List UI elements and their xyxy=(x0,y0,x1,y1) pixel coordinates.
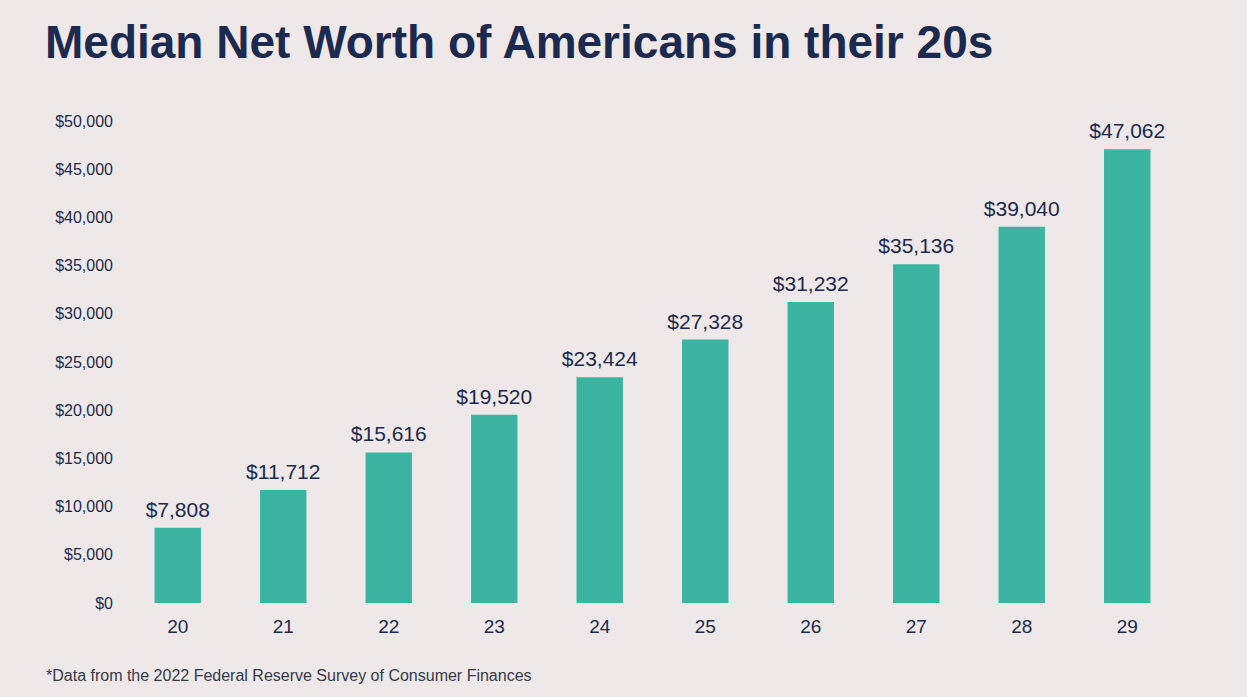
svg-text:25: 25 xyxy=(695,616,716,637)
svg-text:26: 26 xyxy=(800,616,821,637)
svg-text:$50,000: $50,000 xyxy=(55,113,113,130)
svg-text:$31,232: $31,232 xyxy=(773,272,849,295)
svg-text:27: 27 xyxy=(906,616,927,637)
svg-text:22: 22 xyxy=(378,616,399,637)
svg-text:$25,000: $25,000 xyxy=(55,354,113,371)
svg-text:$15,616: $15,616 xyxy=(351,422,427,445)
svg-text:20: 20 xyxy=(167,616,188,637)
svg-text:$35,136: $35,136 xyxy=(878,234,954,257)
svg-text:$10,000: $10,000 xyxy=(55,498,113,515)
svg-text:Median Net Worth of Americans: Median Net Worth of Americans in their 2… xyxy=(45,16,993,68)
svg-text:*Data from the 2022 Federal Re: *Data from the 2022 Federal Reserve Surv… xyxy=(46,667,532,684)
svg-text:$20,000: $20,000 xyxy=(55,402,113,419)
svg-text:$7,808: $7,808 xyxy=(146,498,210,521)
svg-text:$19,520: $19,520 xyxy=(456,385,532,408)
svg-text:$11,712: $11,712 xyxy=(246,460,320,483)
svg-text:23: 23 xyxy=(484,616,505,637)
svg-text:$27,328: $27,328 xyxy=(667,310,743,333)
svg-text:$5,000: $5,000 xyxy=(64,546,113,563)
svg-text:29: 29 xyxy=(1117,616,1138,637)
svg-text:$0: $0 xyxy=(95,595,113,612)
svg-text:$23,424: $23,424 xyxy=(562,347,638,370)
svg-text:24: 24 xyxy=(589,616,611,637)
svg-text:$45,000: $45,000 xyxy=(55,161,113,178)
svg-text:$35,000: $35,000 xyxy=(55,257,113,274)
svg-text:$15,000: $15,000 xyxy=(55,450,113,467)
svg-text:28: 28 xyxy=(1011,616,1032,637)
svg-text:$40,000: $40,000 xyxy=(55,209,113,226)
svg-text:$47,062: $47,062 xyxy=(1089,119,1165,142)
svg-text:21: 21 xyxy=(273,616,294,637)
svg-text:$39,040: $39,040 xyxy=(984,197,1060,220)
svg-text:$30,000: $30,000 xyxy=(55,305,113,322)
